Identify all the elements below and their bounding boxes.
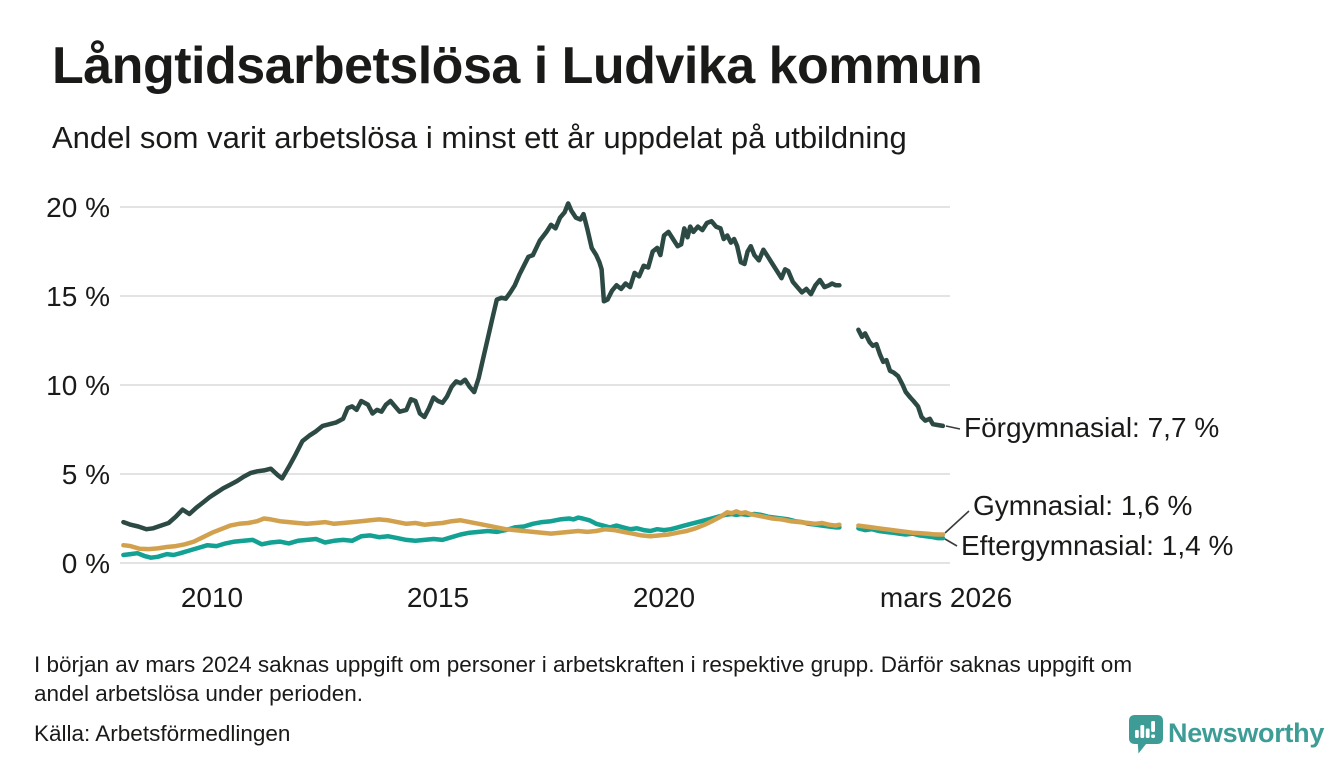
x-axis-tick-labels: 2010 2015 2020 mars 2026 [181, 582, 1012, 613]
source-credit: Källa: Arbetsförmedlingen [34, 721, 291, 746]
x-tick-label: 2020 [633, 582, 695, 613]
y-tick-label: 10 % [46, 370, 110, 401]
leader-line-1 [944, 510, 970, 534]
page-subtitle: Andel som varit arbetslösa i minst ett å… [52, 120, 907, 155]
series-line-eftergymnasial-seg0 [121, 511, 842, 560]
newsworthy-logo-text: Newsworthy [1168, 718, 1325, 748]
label-eftergymnasial-value: Eftergymnasial: 1,4 % [961, 530, 1234, 561]
y-tick-label: 20 % [46, 192, 110, 223]
series-line-gymnasial-seg0 [121, 509, 842, 552]
y-tick-label: 5 % [62, 459, 110, 490]
leader-line-2 [944, 538, 958, 547]
footnote: I början av mars 2024 saknas uppgift om … [34, 652, 1133, 706]
series-line-forgymnasial-seg0 [121, 201, 842, 532]
label-forgymnasial-value: Förgymnasial: 7,7 % [964, 412, 1220, 443]
x-tick-label: 2010 [181, 582, 243, 613]
y-tick-label: 15 % [46, 281, 110, 312]
x-tick-label: 2015 [407, 582, 469, 613]
x-tick-label: mars 2026 [880, 582, 1012, 613]
series-line-forgymnasial-seg1 [856, 327, 946, 429]
label-gymnasial-value: Gymnasial: 1,6 % [973, 490, 1193, 521]
page-title: Långtidsarbetslösa i Ludvika kommun [52, 37, 983, 95]
data-series-lines [121, 201, 946, 560]
gridlines [120, 206, 950, 564]
y-axis-tick-labels: 0 % 5 % 10 % 15 % 20 % [46, 192, 110, 579]
newsworthy-branding: Newsworthy [1128, 714, 1324, 756]
newsworthy-logo-icon [1129, 715, 1163, 754]
annotation-leader-lines [944, 425, 970, 547]
y-tick-label: 0 % [62, 548, 110, 579]
leader-line-0 [945, 425, 961, 430]
series-line-gymnasial-seg1 [856, 523, 946, 537]
